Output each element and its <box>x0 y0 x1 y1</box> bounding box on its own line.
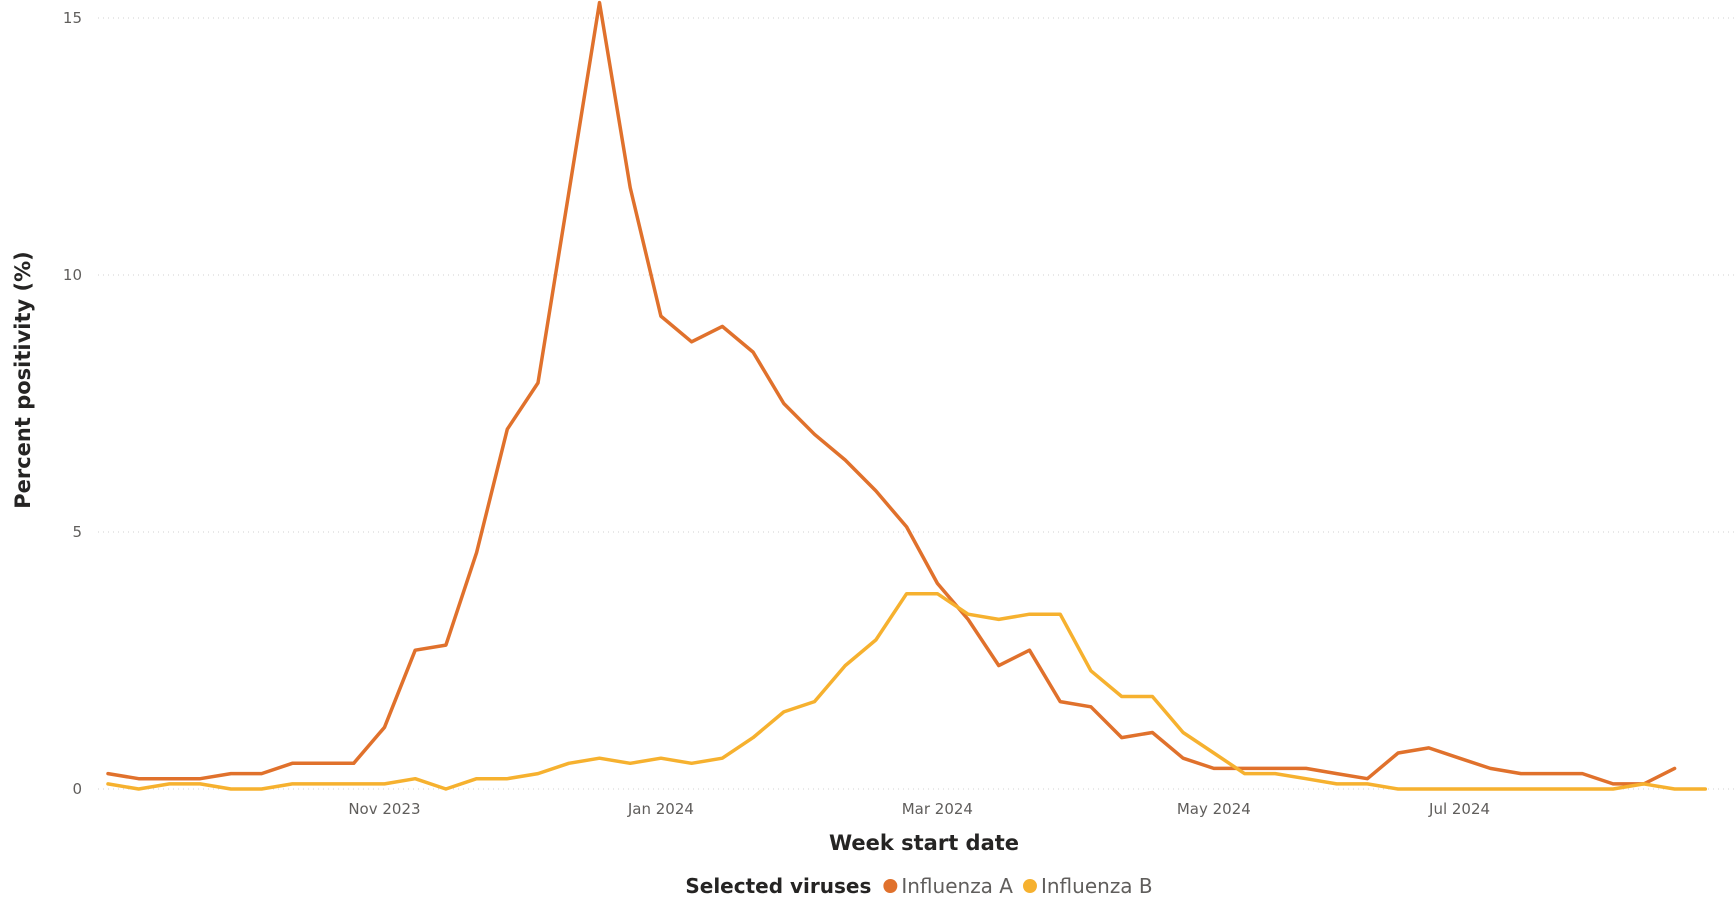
y-tick-label: 15 <box>63 9 82 27</box>
x-tick-label: Nov 2023 <box>348 800 420 818</box>
x-tick-label: May 2024 <box>1177 800 1251 818</box>
y-tick-label: 10 <box>63 266 82 284</box>
series-line-influenza-b[interactable] <box>106 591 1708 791</box>
legend-title: Selected viruses <box>685 874 871 897</box>
x-tick-label: Jan 2024 <box>627 800 694 818</box>
legend-label: Influenza B <box>1041 874 1153 897</box>
legend-marker-icon <box>883 879 898 893</box>
x-axis-title: Week start date <box>829 831 1019 855</box>
legend-label: Influenza A <box>901 874 1013 897</box>
legend-item[interactable]: Influenza B <box>1022 874 1153 897</box>
x-tick-label: Jul 2024 <box>1428 800 1490 818</box>
y-tick-label: 5 <box>72 523 82 541</box>
x-tick-label: Mar 2024 <box>902 800 973 818</box>
gridlines <box>98 17 1736 790</box>
legend-items: Influenza A Influenza B <box>883 874 1153 897</box>
x-axis-ticks: Nov 2023 Jan 2024 Mar 2024 May 2024 Jul 2024 <box>348 800 1490 818</box>
legend[interactable]: Selected viruses Influenza A Influenza B <box>685 874 1152 897</box>
y-axis-title: Percent positivity (%) <box>11 251 35 509</box>
series-lines <box>106 0 1708 791</box>
series-line-influenza-a[interactable] <box>106 0 1677 786</box>
y-tick-label: 0 <box>72 780 82 798</box>
legend-item[interactable]: Influenza A <box>883 874 1013 897</box>
y-axis-ticks: 0 5 10 15 <box>63 9 82 798</box>
legend-marker-icon <box>1022 879 1037 893</box>
